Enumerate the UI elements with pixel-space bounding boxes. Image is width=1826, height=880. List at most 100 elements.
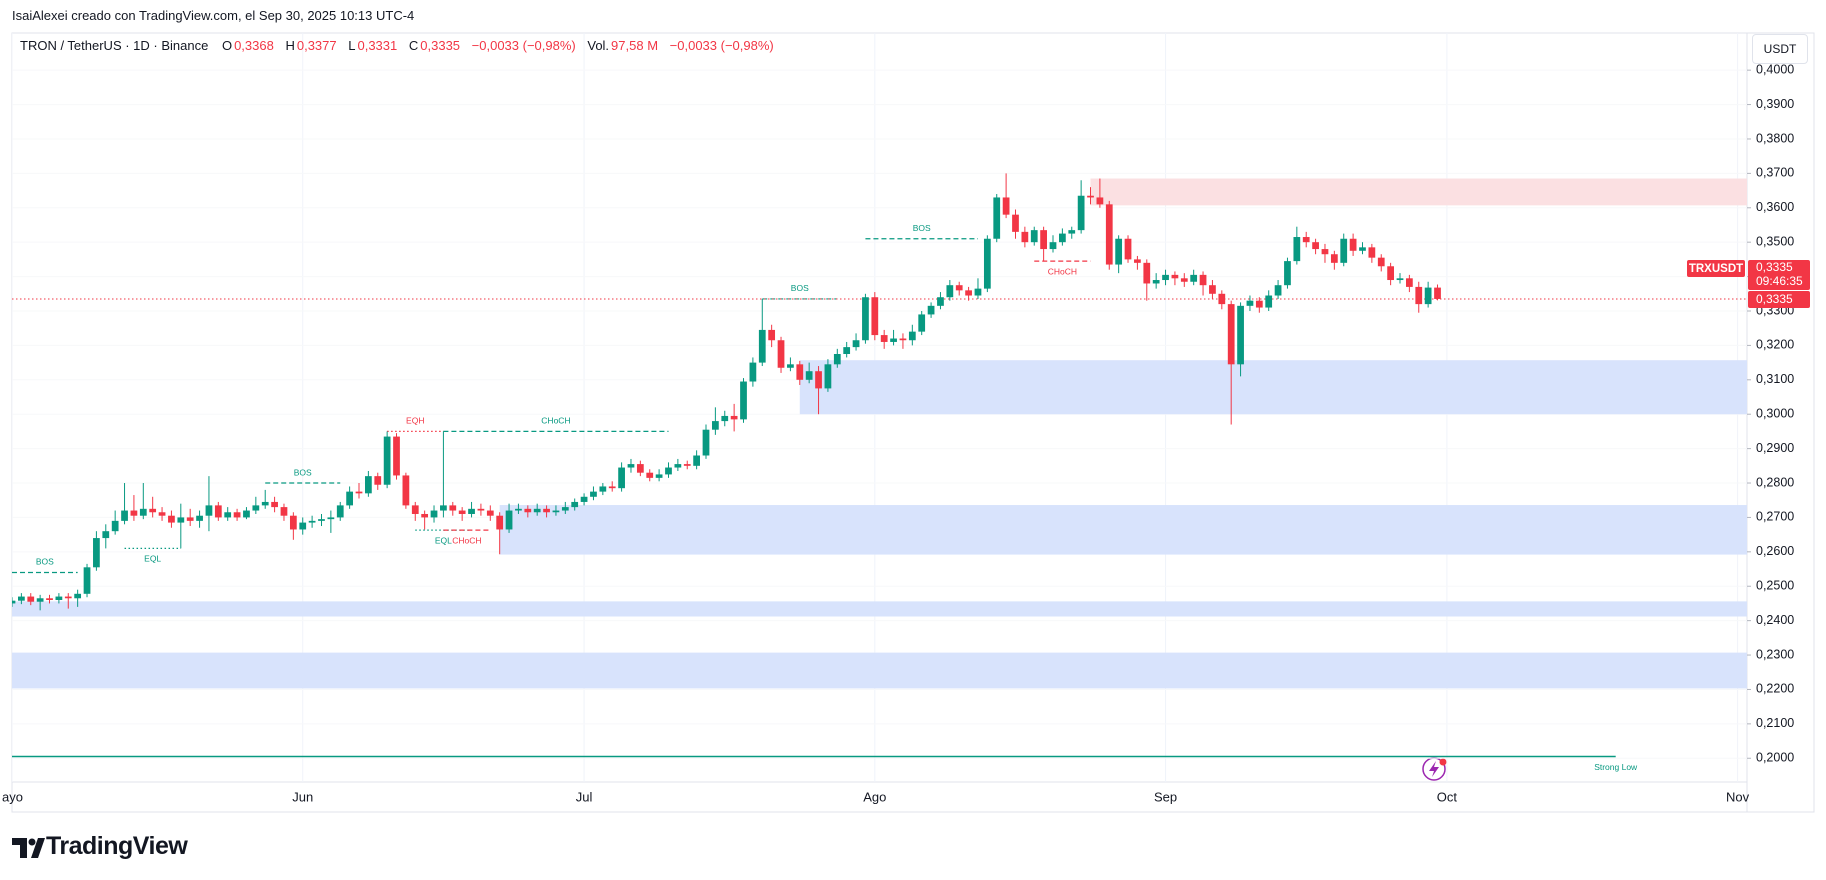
structure-label: BOS	[913, 223, 931, 233]
zone	[12, 601, 1747, 617]
candle-body	[355, 491, 363, 494]
candle-body	[27, 596, 35, 602]
candle-body	[1302, 237, 1310, 243]
candle-body	[1237, 305, 1244, 365]
candle-body	[449, 505, 457, 511]
candle-body	[993, 197, 1001, 239]
candle-body	[261, 501, 269, 506]
candle-body	[740, 381, 747, 420]
candle-body	[1255, 300, 1263, 308]
candle-body	[758, 329, 766, 363]
y-tick-label: 0,2400	[1756, 613, 1794, 627]
candle-body	[93, 538, 100, 568]
candle-body	[1021, 231, 1029, 243]
candle-body	[571, 501, 579, 508]
structure-label: CHoCH	[452, 535, 481, 545]
candle-body	[599, 486, 607, 492]
candle-body	[683, 464, 691, 466]
candle-body	[543, 508, 550, 513]
candle-body	[974, 288, 982, 296]
currency-button[interactable]: USDT	[1752, 34, 1808, 64]
candle-body	[477, 508, 485, 511]
legend-key: L	[348, 38, 356, 53]
candle-body	[1368, 247, 1376, 258]
candle-body	[1096, 197, 1104, 205]
candle-body	[927, 305, 935, 315]
plot-area	[12, 33, 1747, 782]
candle-body	[327, 517, 335, 520]
candle-body	[1199, 274, 1207, 286]
candle-body	[430, 510, 438, 518]
candle-body	[730, 415, 738, 420]
y-tick-label: 0,2600	[1756, 544, 1794, 558]
structure-label: BOS	[791, 283, 809, 293]
candle-body	[36, 598, 44, 602]
candle-body	[177, 517, 185, 523]
candle-body	[674, 464, 682, 468]
candle-body	[18, 596, 25, 601]
candle-body	[243, 510, 250, 518]
candle-body	[1077, 195, 1085, 231]
candle-body	[871, 297, 879, 336]
candle-body	[299, 522, 307, 530]
candle-body	[1049, 242, 1057, 250]
chart-frame	[11, 32, 1815, 813]
candle-body	[1124, 238, 1132, 260]
candle-body	[899, 338, 907, 341]
candle-body	[346, 491, 353, 506]
candle-body	[1265, 295, 1273, 308]
candle-body	[111, 520, 119, 532]
structure-label: CHoCH	[1048, 266, 1077, 276]
candle-body	[1143, 262, 1151, 284]
candle-body	[121, 510, 128, 521]
candle-body	[702, 429, 710, 456]
candle-body	[365, 476, 372, 494]
candle-body	[1180, 278, 1188, 282]
legend-value: 0,3331	[357, 38, 398, 53]
structure-label: Strong Low	[1594, 762, 1638, 772]
candle-body	[787, 364, 794, 368]
y-tick-label: 0,2700	[1756, 510, 1794, 524]
candle-body	[712, 421, 719, 430]
y-tick-label: 0,2500	[1756, 579, 1794, 593]
candle-body	[1293, 237, 1301, 262]
structure-label: EQL	[144, 554, 161, 564]
x-tick-label: Oct	[1437, 789, 1458, 804]
zone	[499, 505, 1747, 555]
candle-body	[955, 285, 963, 291]
candle-body	[580, 496, 588, 502]
legend-key: C	[408, 38, 419, 53]
candle-body	[205, 505, 213, 516]
candle-body	[74, 593, 82, 599]
candle-body	[196, 515, 203, 521]
y-tick-label: 0,3500	[1756, 234, 1794, 248]
candle-body	[749, 362, 757, 382]
candle-body	[158, 512, 166, 516]
candle-body	[852, 340, 860, 348]
y-tick-label: 0,3100	[1756, 372, 1794, 386]
candle-body	[833, 354, 841, 365]
candle-body	[1387, 266, 1394, 281]
x-tick-label: Ago	[863, 789, 886, 804]
candle-body	[421, 513, 429, 518]
candle-body	[1415, 286, 1423, 305]
candle-body	[393, 436, 400, 476]
price-label-box	[1748, 259, 1810, 290]
structure-label: BOS	[36, 557, 54, 567]
y-tick-label: 0,3600	[1756, 200, 1794, 214]
alert-icon	[1422, 757, 1447, 781]
countdown: 09:46:35	[1756, 274, 1803, 288]
candle-body	[440, 505, 447, 511]
candle-body	[561, 507, 569, 511]
candle-body	[1059, 233, 1066, 243]
candle-body	[374, 476, 382, 485]
candle-body	[1105, 204, 1113, 265]
candle-body	[139, 508, 147, 516]
candle-body	[880, 335, 888, 342]
candle-body	[533, 508, 541, 513]
candle-body	[1087, 195, 1094, 198]
candle-body	[843, 347, 851, 354]
candle-body	[1396, 278, 1404, 281]
y-tick-label: 0,3900	[1756, 97, 1794, 111]
legend: TRON / TetherUS · 1D · Binance O 0,3368 H…	[20, 38, 782, 53]
